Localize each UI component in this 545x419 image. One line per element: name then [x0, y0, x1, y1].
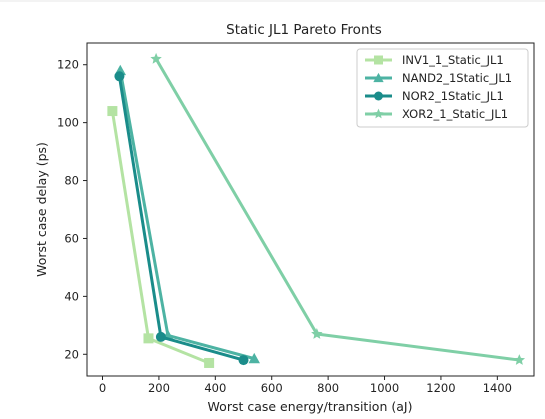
chart-title: Static JL1 Pareto Fronts [226, 22, 382, 38]
y-tick-label: 60 [64, 231, 79, 245]
data-point-square [143, 333, 154, 344]
series-line [110, 109, 211, 365]
series-3 [114, 71, 249, 366]
legend: INV1_1_Static_JL1 NAND2_1Static_JL1 NOR2_1… [356, 48, 529, 128]
x-tick-label: 600 [261, 381, 283, 395]
y-tick-label: 80 [64, 174, 79, 188]
legend-label: NAND2_1Static_JL1 [402, 71, 512, 85]
x-tick-label: 1000 [370, 381, 399, 395]
y-tick-label: 20 [64, 347, 79, 361]
y-tick-label: 40 [64, 289, 79, 303]
data-point-star [513, 354, 526, 365]
y-tick-label: 100 [57, 116, 79, 130]
y-axis: 20 40 60 80 100 120 [57, 58, 87, 361]
legend-box [356, 48, 529, 128]
data-point-star [311, 328, 323, 339]
x-tick-label: 800 [317, 381, 339, 395]
data-point-triangle [248, 352, 260, 364]
x-tick-label: 0 [99, 381, 106, 395]
legend-label: INV1_1_Static_JL1 [402, 53, 504, 67]
series-line [117, 74, 246, 362]
series-1 [107, 106, 215, 368]
legend-item: NAND2_1Static_JL1 [365, 71, 512, 85]
y-axis-label: Worst case delay (ps) [34, 142, 49, 277]
x-tick-label: 1400 [483, 381, 512, 395]
legend-item: XOR2_1_Static_JL1 [365, 107, 508, 121]
series-4 [150, 52, 526, 365]
x-tick-label: 200 [148, 381, 170, 395]
legend-item: NOR2_1Static_JL1 [365, 89, 504, 103]
x-tick-label: 400 [204, 381, 226, 395]
data-point-triangle [373, 72, 384, 83]
plot-frame [86, 42, 535, 377]
top-border [0, 0, 545, 2]
data-point-circle [238, 355, 249, 366]
plot-area: 0 200 400 600 800 1000 1200 1400 20 40 60 80 100 120 [57, 42, 535, 395]
data-point-square [204, 357, 215, 368]
series-layer [107, 52, 526, 368]
legend-label: NOR2_1Static_JL1 [402, 89, 504, 103]
y-tick-label: 120 [57, 58, 79, 72]
data-point-circle [374, 91, 383, 101]
legend-items: INV1_1_Static_JL1 NAND2_1Static_JL1 NOR2_1… [365, 53, 512, 121]
data-point-square [107, 106, 118, 117]
legend-label: XOR2_1_Static_JL1 [402, 107, 508, 121]
x-tick-label: 1200 [426, 381, 455, 395]
data-point-square [374, 55, 383, 65]
x-axis-label: Worst case energy/transition (aJ) [208, 399, 413, 414]
legend-item: INV1_1_Static_JL1 [365, 53, 504, 67]
data-point-circle [155, 331, 166, 342]
data-point-star [150, 52, 162, 64]
x-axis: 0 200 400 600 800 1000 1200 1400 [99, 376, 512, 395]
data-point-star [373, 108, 384, 119]
data-point-circle [114, 71, 125, 82]
